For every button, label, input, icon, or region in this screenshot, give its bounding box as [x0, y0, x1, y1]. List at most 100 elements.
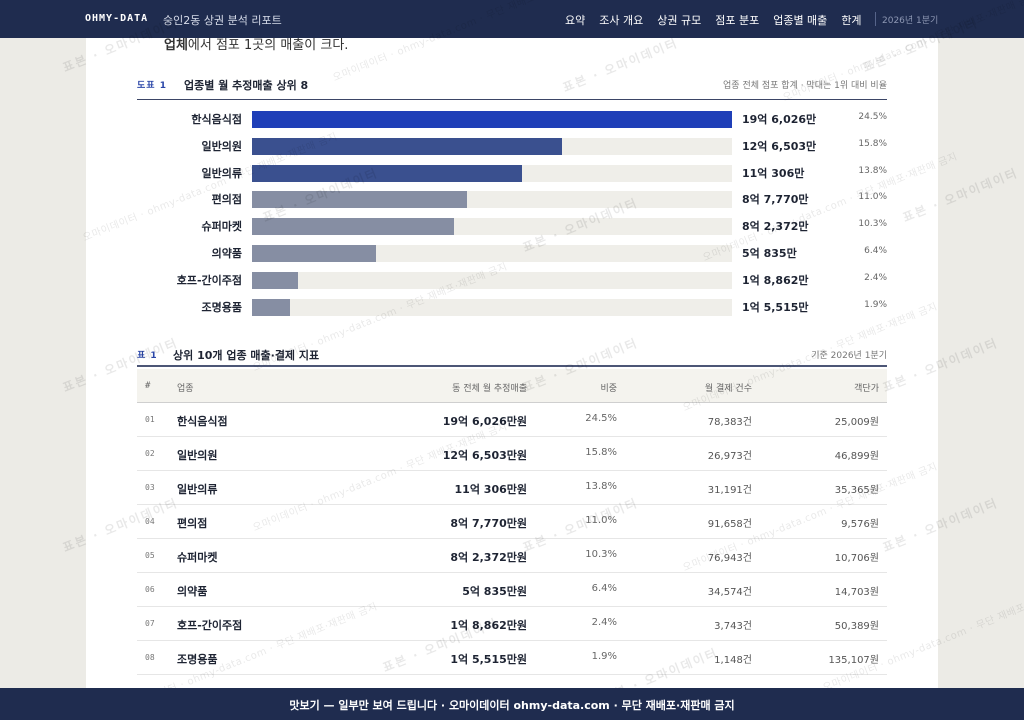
row-category: 일반의류 — [177, 483, 218, 496]
bar-track — [252, 218, 732, 236]
bar-track — [252, 271, 732, 289]
bar — [252, 111, 732, 128]
bar — [252, 271, 299, 289]
row-avg-price: 46,899원 — [834, 451, 879, 462]
row-category: 조명용품 — [177, 653, 218, 666]
figure-header: 도표 1 업종별 월 추정매출 상위 8 업종 전체 점포 합계 · 막대는 1… — [137, 76, 887, 100]
bar-row: 한식음식점 19억 6,026만 24.5% — [86, 106, 938, 133]
row-avg-price: 135,107원 — [828, 655, 879, 666]
bar-row: 조명용품 1억 5,515만 1.9% — [86, 294, 938, 321]
row-number: 04 — [145, 517, 155, 526]
col-header-share: 비중 — [600, 384, 617, 394]
figure-tag: 도표 1 — [137, 81, 167, 91]
table-row: 06 의약품 5억 835만원 6.4% 34,574건 14,703원 — [137, 573, 887, 607]
figure-note: 업종 전체 점포 합계 · 막대는 1위 대비 비율 — [723, 81, 887, 91]
row-sales: 1억 5,515만원 — [450, 653, 527, 666]
bar-track — [252, 111, 732, 128]
table-row: 01 한식음식점 19억 6,026만원 24.5% 78,383건 25,009원 — [137, 403, 887, 437]
nav-item-summary[interactable]: 요약 — [565, 14, 586, 27]
bar-track — [252, 298, 732, 316]
col-header-sales: 동 전체 월 추정매출 — [452, 384, 527, 394]
table-row: 05 슈퍼마켓 8억 2,372만원 10.3% 76,943건 10,706원 — [137, 539, 887, 573]
row-sales: 11억 306만원 — [454, 483, 527, 496]
row-category: 일반의원 — [177, 449, 218, 462]
bar-share-label: 11.0% — [858, 192, 887, 203]
bar-row: 호프-간이주점 1억 8,862만 2.4% — [86, 267, 938, 294]
row-number: 02 — [145, 449, 155, 458]
bar-value-label: 8억 2,372만 — [742, 220, 809, 234]
table-row: 04 편의점 8억 7,770만원 11.0% 91,658건 9,576원 — [137, 505, 887, 539]
bar-share-label: 1.9% — [864, 299, 887, 310]
nav-item-scale[interactable]: 상권 규모 — [657, 14, 702, 27]
row-category: 한식음식점 — [177, 415, 228, 428]
report-page: 업체에서 점포 1곳의 매출이 크다. 도표 1 업종별 월 추정매출 상위 8… — [86, 38, 938, 688]
footer-notice: 맛보기 — 일부만 보여 드립니다 · 오마이데이터 ohmy-data.com… — [0, 688, 1024, 720]
intro-rest: 에서 점포 1곳의 매출이 크다. — [187, 38, 349, 53]
row-count: 3,743건 — [714, 621, 752, 632]
row-share: 1.9% — [591, 651, 617, 662]
bar-row: 일반의류 11억 306만 13.8% — [86, 160, 938, 187]
nav-item-sales[interactable]: 업종별 매출 — [773, 14, 828, 27]
row-avg-price: 9,576원 — [841, 519, 879, 530]
row-sales: 8억 7,770만원 — [450, 517, 527, 530]
section-nav: 요약 조사 개요 상권 규모 점포 분포 업종별 매출 한계 — [565, 12, 876, 28]
table-row: 02 일반의원 12억 6,503만원 15.8% 26,973건 46,899원 — [137, 437, 887, 471]
bar-value-label: 19억 6,026만 — [742, 113, 817, 126]
row-category: 의약품 — [177, 585, 208, 598]
row-count: 76,943건 — [707, 553, 752, 564]
row-number: 03 — [145, 483, 155, 492]
row-category: 호프-간이주점 — [177, 619, 243, 632]
table-body: 01 한식음식점 19억 6,026만원 24.5% 78,383건 25,009원 02 일… — [137, 403, 887, 675]
bar-value-label: 1억 5,515만 — [742, 300, 809, 314]
bar — [252, 191, 467, 209]
table-row: 03 일반의류 11억 306만원 13.8% 31,191건 35,365원 — [137, 471, 887, 505]
row-share: 13.8% — [585, 481, 617, 492]
row-sales: 12억 6,503만원 — [442, 449, 527, 462]
figure-title: 업종별 월 추정매출 상위 8 — [184, 79, 309, 92]
bar-row: 슈퍼마켓 8억 2,372만 10.3% — [86, 213, 938, 240]
bar-track — [252, 164, 732, 182]
quarter-label: 2026년 1분기 — [882, 16, 939, 26]
bar-share-label: 15.8% — [858, 138, 887, 149]
row-avg-price: 50,389원 — [834, 621, 879, 632]
bar — [252, 218, 454, 236]
row-sales: 5억 835만원 — [462, 585, 527, 598]
row-number: 06 — [145, 585, 155, 594]
table-column-header: # 업종 동 전체 월 추정매출 비중 월 결제 건수 객단가 — [137, 369, 887, 403]
bar-share-label: 6.4% — [864, 246, 887, 256]
row-category: 편의점 — [177, 517, 208, 530]
bar-row: 의약품 5억 835만 6.4% — [86, 240, 938, 267]
table-note: 기준 2026년 1분기 — [811, 351, 887, 361]
brand-logo[interactable]: OHMY-DATA — [85, 13, 149, 24]
row-count: 26,973건 — [707, 451, 752, 462]
bar-share-label: 2.4% — [864, 272, 887, 283]
row-sales: 1억 8,862만원 — [450, 619, 527, 632]
row-count: 31,191건 — [707, 485, 752, 496]
row-count: 78,383건 — [707, 417, 752, 428]
bar-category-label: 호프-간이주점 — [176, 273, 242, 287]
bar-chart: 한식음식점 19억 6,026만 24.5% 일반의원 12억 6,503만 15.8% 일… — [86, 106, 938, 326]
bar-value-label: 8억 7,770만 — [742, 193, 809, 207]
row-count: 34,574건 — [707, 587, 752, 598]
row-avg-price: 14,703원 — [834, 587, 879, 598]
row-share: 24.5% — [585, 413, 617, 424]
nav-item-distribution[interactable]: 점포 분포 — [715, 14, 760, 27]
bar-share-label: 13.8% — [858, 165, 887, 176]
bar-track — [252, 191, 732, 209]
intro-bold: 업체 — [164, 38, 188, 53]
bar-value-label: 1억 8,862만 — [742, 273, 809, 287]
row-sales: 8억 2,372만원 — [450, 551, 527, 564]
row-share: 2.4% — [591, 617, 617, 628]
bar-category-label: 편의점 — [211, 193, 242, 207]
table-header: 표 1 상위 10개 업종 매출·결제 지표 기준 2026년 1분기 — [137, 345, 887, 367]
bar-track — [252, 137, 732, 155]
bar — [252, 164, 523, 182]
bar-category-label: 일반의류 — [201, 166, 242, 180]
col-header-no: # — [145, 381, 151, 391]
bar-share-label: 24.5% — [858, 112, 887, 122]
nav-item-overview[interactable]: 조사 개요 — [599, 14, 644, 27]
row-share: 15.8% — [585, 447, 617, 458]
bar-value-label: 11억 306만 — [742, 166, 805, 180]
row-number: 01 — [145, 415, 155, 424]
nav-item-limits[interactable]: 한계 — [841, 14, 862, 27]
